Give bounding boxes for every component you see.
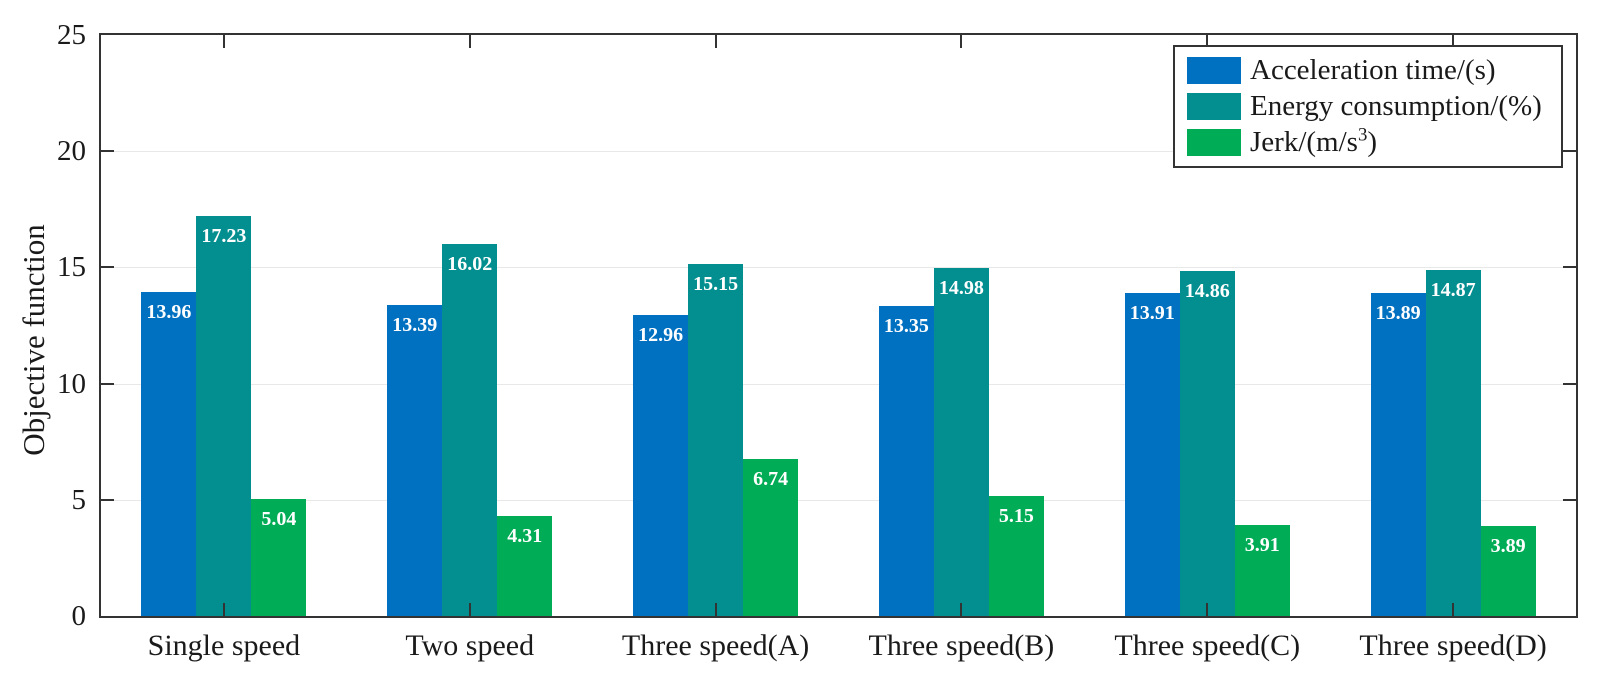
y-tick-label: 10: [57, 367, 86, 400]
bar-value-label: 13.39: [392, 313, 438, 336]
bar-value-label: 14.87: [1430, 279, 1476, 302]
legend-swatch: [1187, 57, 1241, 84]
y-axis-tick: [1563, 498, 1576, 501]
bar: 13.91: [1124, 292, 1180, 616]
y-axis-tick: [101, 382, 114, 385]
bar-value-label: 4.31: [507, 524, 543, 547]
bar: 14.86: [1179, 270, 1235, 616]
bar: 16.02: [442, 243, 498, 616]
bar: 13.89: [1370, 293, 1426, 616]
bar: 13.35: [878, 305, 934, 616]
y-axis-tick: [1563, 150, 1576, 153]
bar: 6.74: [743, 459, 799, 616]
bar-value-label: 13.89: [1375, 302, 1421, 325]
x-tick-label: Three speed(A): [621, 629, 810, 662]
x-tick-label: Three speed(D): [1359, 629, 1547, 662]
y-axis-tick: [101, 498, 114, 501]
bar-value-label: 14.86: [1184, 279, 1230, 302]
bar: 17.23: [196, 215, 252, 616]
x-axis-tick: [468, 35, 471, 48]
x-tick-label: Two speed: [405, 629, 535, 662]
y-axis-tick: [1563, 382, 1576, 385]
x-tick-label: Three speed(C): [1114, 629, 1301, 662]
x-axis-tick: [468, 603, 471, 616]
legend: Acceleration time/(s) Energy consumption/…: [1173, 45, 1563, 168]
gridline: [101, 383, 1576, 385]
legend-label: Energy consumption/(%): [1250, 90, 1542, 122]
gridline: [101, 267, 1576, 269]
bar: 3.89: [1480, 525, 1536, 616]
y-tick-label: 20: [57, 135, 86, 168]
bar: 13.39: [387, 304, 443, 616]
x-axis-tick: [1206, 603, 1209, 616]
bar-value-label: 16.02: [447, 252, 493, 275]
bar: 5.15: [988, 496, 1044, 616]
bar: 14.87: [1425, 270, 1481, 616]
y-axis-tick: [1563, 266, 1576, 269]
bar: 13.96: [141, 291, 197, 616]
x-tick-label: Three speed(B): [868, 629, 1055, 662]
bar: 14.98: [933, 267, 989, 616]
x-axis-tick: [222, 35, 225, 48]
x-axis-tick: [222, 603, 225, 616]
x-axis-tick: [714, 603, 717, 616]
bar-value-label: 15.15: [693, 272, 739, 295]
y-tick-label: 0: [71, 600, 87, 632]
bar-value-label: 3.91: [1244, 534, 1280, 557]
legend-label: Jerk/(m/s3): [1250, 124, 1378, 158]
y-tick-label: 25: [57, 19, 86, 51]
x-axis-tick: [1452, 603, 1455, 616]
y-axis-tick: [101, 150, 114, 153]
bar-value-label: 13.96: [146, 300, 192, 323]
x-axis-tick: [1452, 35, 1455, 48]
bar: 4.31: [497, 515, 553, 616]
bar-value-label: 13.91: [1129, 301, 1175, 324]
bar-value-label: 13.35: [883, 314, 929, 337]
legend-item: Energy consumption/(%): [1175, 92, 1561, 121]
legend-item: Jerk/(m/s3): [1175, 124, 1561, 158]
legend-swatch: [1187, 129, 1241, 156]
y-tick-label: 15: [57, 251, 86, 284]
bar-value-label: 14.98: [938, 276, 984, 299]
bar-value-label: 17.23: [201, 224, 247, 247]
bar: 15.15: [688, 263, 744, 616]
bar-value-label: 3.89: [1490, 534, 1526, 557]
bar: 3.91: [1234, 525, 1290, 616]
bar-value-label: 6.74: [753, 468, 789, 491]
x-axis-tick: [960, 603, 963, 616]
bar: 12.96: [633, 314, 689, 616]
legend-item: Acceleration time/(s): [1175, 56, 1561, 85]
gridline: [101, 151, 1576, 153]
y-tick-label: 5: [71, 483, 87, 516]
bar: 5.04: [251, 498, 307, 616]
x-axis-tick: [960, 35, 963, 48]
x-axis-tick: [714, 35, 717, 48]
legend-swatch: [1187, 93, 1241, 120]
x-tick-label: Single speed: [147, 629, 301, 662]
legend-label: Acceleration time/(s): [1250, 54, 1496, 86]
y-axis-tick: [101, 266, 114, 269]
bar-value-label: 5.15: [998, 505, 1034, 528]
bar-value-label: 5.04: [261, 507, 297, 530]
bar-value-label: 12.96: [638, 323, 684, 346]
x-axis-tick: [1206, 35, 1209, 48]
gridline: [101, 499, 1576, 501]
